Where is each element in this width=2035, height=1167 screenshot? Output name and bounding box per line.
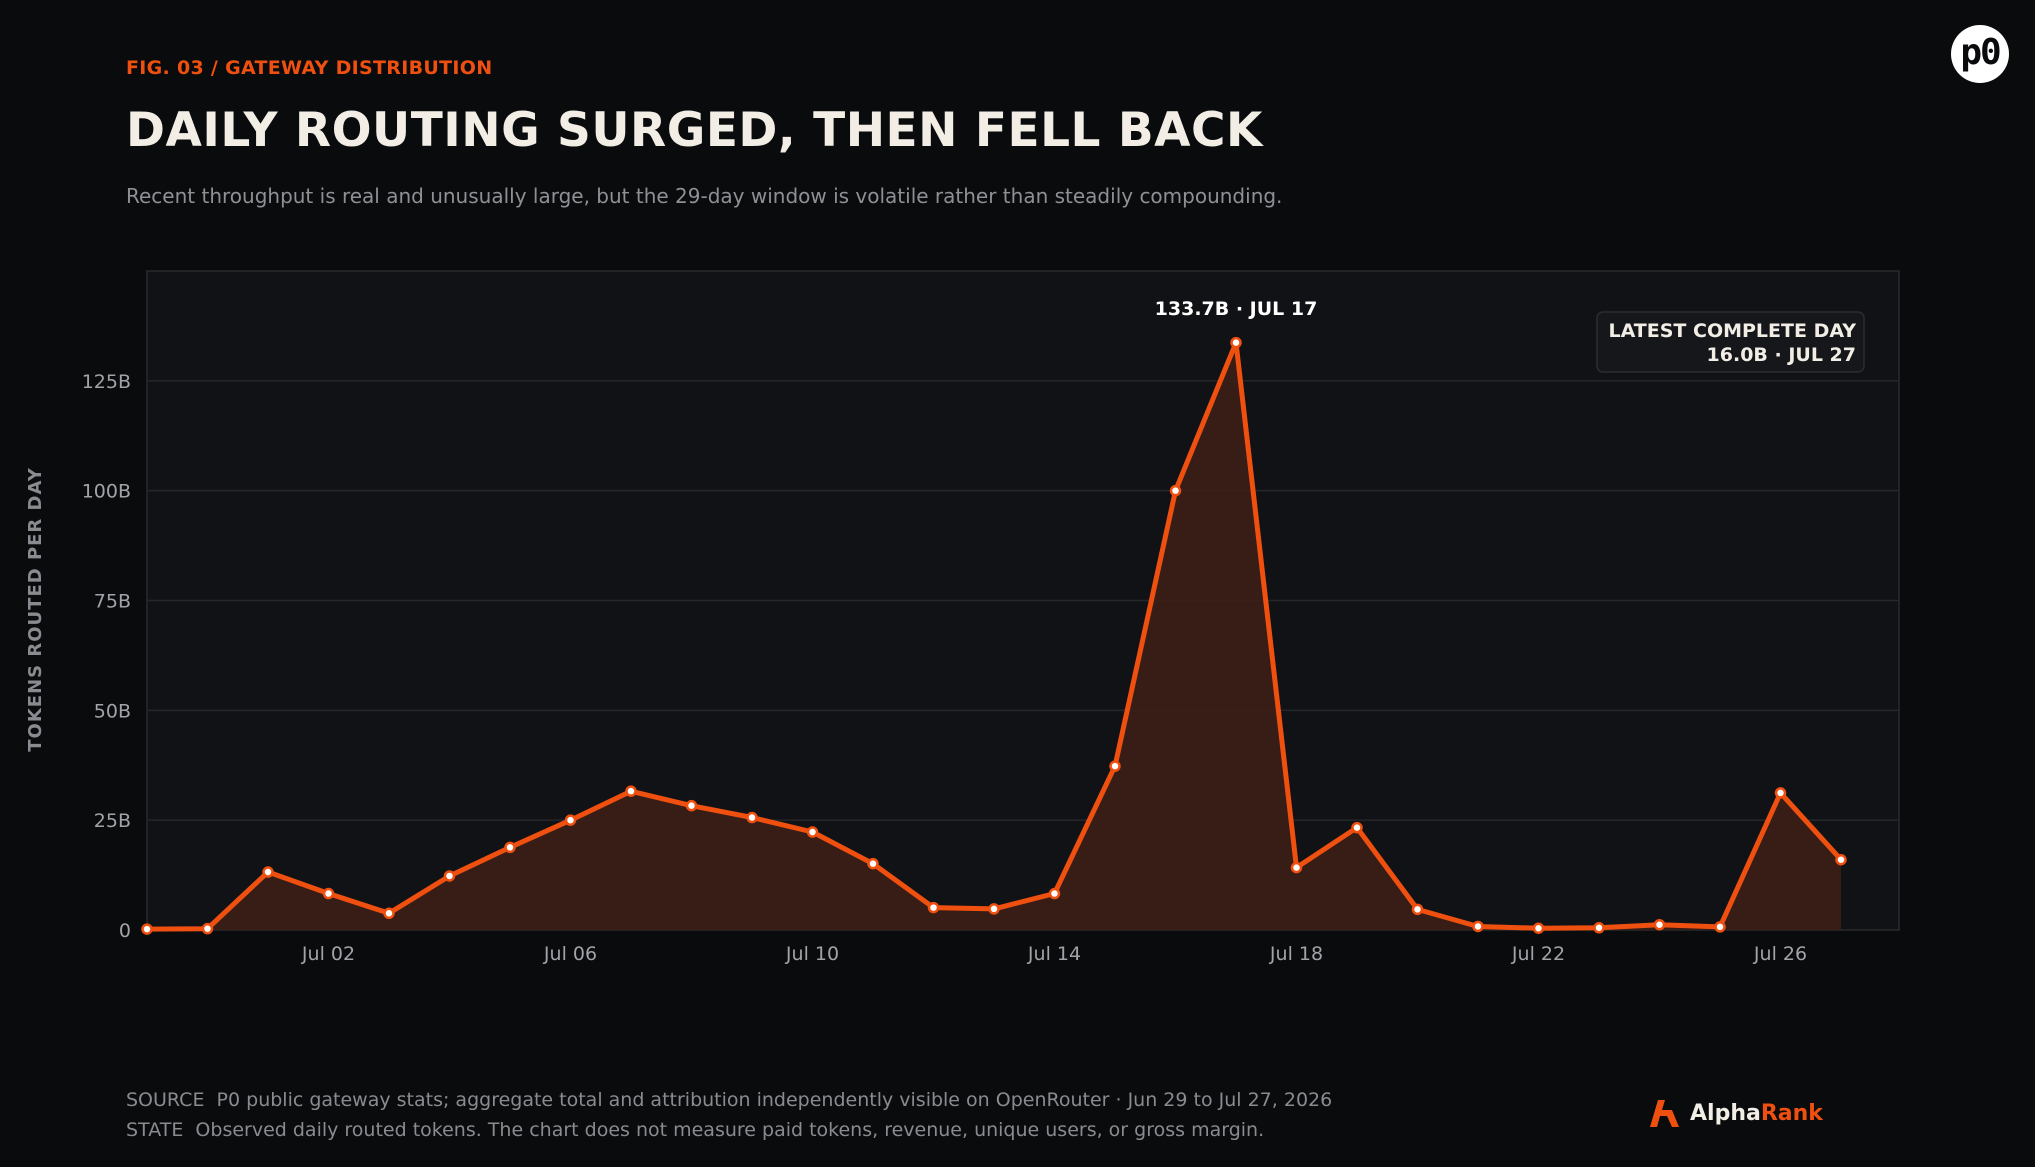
y-tick-label: 100B [82, 481, 131, 503]
data-point [1472, 920, 1484, 933]
x-tick-label: Jul 06 [543, 943, 597, 965]
chart-title: DAILY ROUTING SURGED, THEN FELL BACK [126, 103, 1263, 158]
y-tick-label: 75B [94, 591, 131, 613]
brand-name-alpha: Alpha [1690, 1100, 1761, 1126]
footer-state-text: Observed daily routed tokens. The chart … [195, 1119, 1265, 1141]
brand-name-rank: Rank [1760, 1100, 1823, 1126]
data-point [564, 814, 577, 826]
footer-state: STATE Observed daily routed tokens. The … [126, 1119, 1264, 1141]
data-point [625, 785, 637, 797]
data-point [1714, 921, 1726, 933]
latest-day-box [1596, 311, 1865, 373]
latest-day-value: 16.0B · JUL 27 [1707, 344, 1856, 366]
peak-annotation: 133.7B · JUL 17 [1155, 298, 1318, 320]
data-point [1593, 922, 1605, 934]
data-point [504, 841, 516, 854]
x-tick-label: Jul 14 [1027, 943, 1081, 965]
data-point [1169, 484, 1182, 497]
figure-kicker: FIG. 03 / GATEWAY DISTRIBUTION [126, 57, 493, 79]
data-point [322, 887, 335, 900]
footer-source-tag: SOURCE [126, 1089, 205, 1111]
x-tick-label: Jul 22 [1511, 943, 1565, 965]
data-point [1532, 922, 1545, 934]
data-point [443, 870, 456, 882]
alpharank-logo-icon [1650, 1100, 1679, 1127]
y-axis-label: TOKENS ROUTED PER DAY [25, 467, 46, 751]
data-point [927, 901, 940, 914]
data-point [988, 903, 1000, 915]
data-point [141, 923, 153, 935]
data-point [1351, 821, 1363, 834]
y-tick-label: 0 [119, 920, 131, 942]
data-point [1230, 336, 1242, 349]
x-tick-label: Jul 18 [1269, 943, 1323, 965]
p0-logo-badge: p0 [1951, 25, 2009, 83]
y-tick-label: 50B [94, 700, 131, 722]
x-tick-label: Jul 10 [785, 943, 839, 965]
data-point [1835, 853, 1847, 866]
data-point [806, 826, 819, 838]
data-point [262, 866, 274, 878]
data-point [867, 857, 879, 870]
data-point [1411, 903, 1424, 916]
data-point [201, 922, 214, 935]
x-tick-label: Jul 02 [301, 943, 355, 965]
data-point [1048, 887, 1061, 900]
alpharank-brand: AlphaRank [1648, 1096, 1823, 1130]
footer-source-text: P0 public gateway stats; aggregate total… [216, 1089, 1333, 1111]
footer-source: SOURCE P0 public gateway stats; aggregat… [126, 1089, 1332, 1111]
footer-state-tag: STATE [126, 1119, 184, 1141]
data-point [685, 799, 698, 812]
data-point [1774, 787, 1787, 799]
data-point [746, 811, 758, 824]
chart-subtitle: Recent throughput is real and unusually … [126, 184, 1283, 208]
y-tick-label: 25B [94, 810, 131, 832]
data-point [1109, 760, 1121, 772]
data-point [383, 907, 395, 920]
latest-day-title: LATEST COMPLETE DAY [1608, 320, 1856, 342]
y-tick-label: 125B [82, 371, 131, 393]
x-tick-label: Jul 26 [1753, 943, 1807, 965]
data-point [1653, 918, 1666, 931]
data-point [1290, 861, 1303, 874]
